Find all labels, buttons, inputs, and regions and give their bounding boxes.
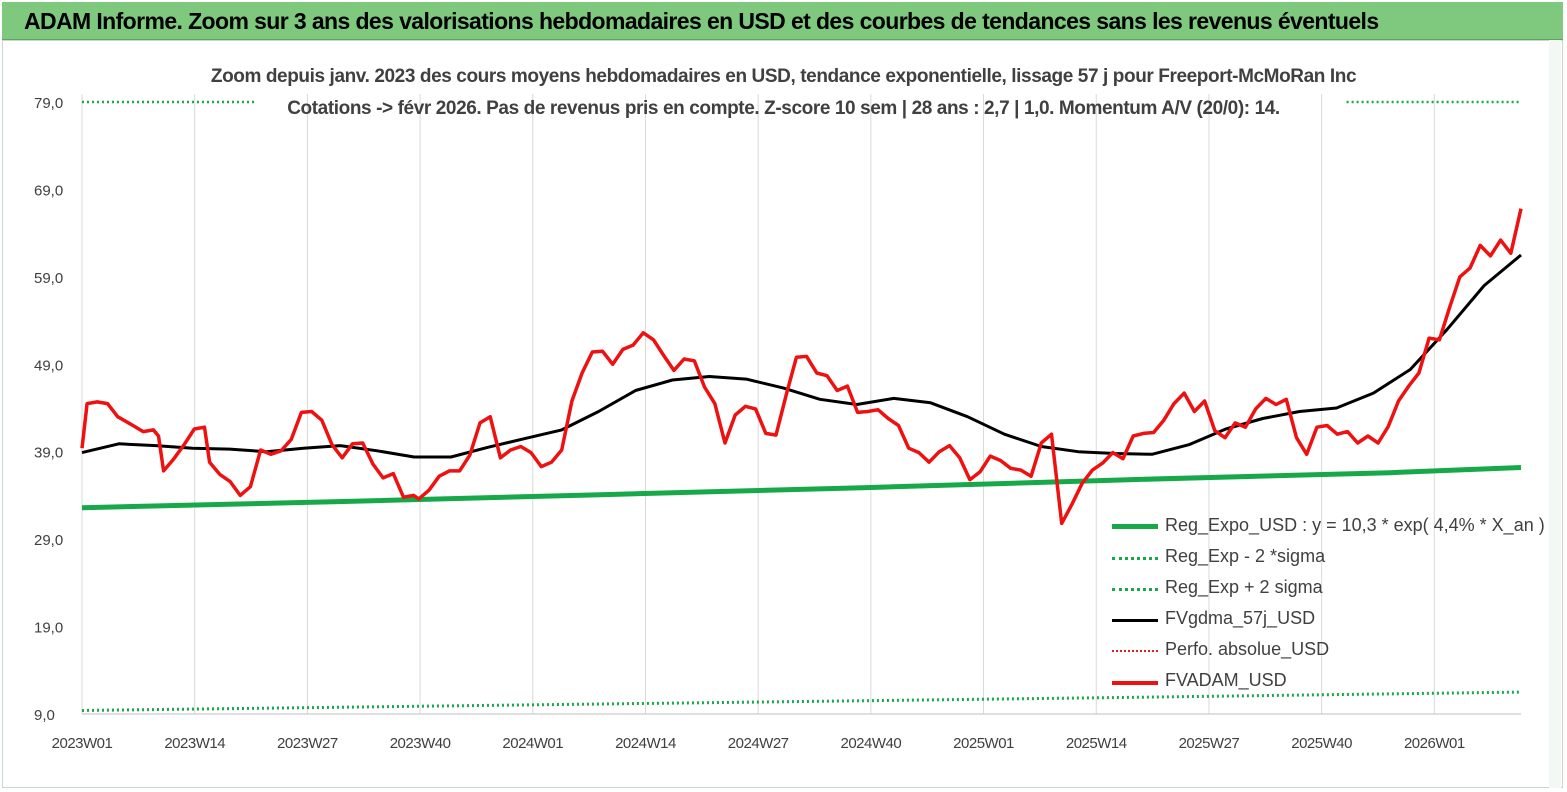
chart-title-line-1: Zoom depuis janv. 2023 des cours moyens … (210, 66, 1357, 87)
y-tick-label: 79,0 (34, 95, 63, 112)
y-tick-label: 59,0 (34, 270, 63, 287)
y-tick-label: 19,0 (34, 620, 63, 637)
legend-label-perfo: Perfo. absolue_USD (1165, 639, 1330, 659)
x-tick-label: 2025W40 (1291, 735, 1352, 752)
chart-title-line-2: Cotations -> févr 2026. Pas de revenus p… (287, 98, 1280, 119)
series-fvadam (80, 208, 1523, 526)
report-banner-title: ADAM Informe. Zoom sur 3 ans des valoris… (24, 8, 1379, 34)
legend-swatch-reg-plus-sigma (1112, 588, 1158, 591)
chart-area-border (2, 40, 1563, 788)
x-tick-label: 2024W01 (502, 735, 563, 752)
x-tick-label: 2024W27 (728, 735, 789, 752)
y-tick-label: 29,0 (34, 532, 63, 549)
x-tick-label: 2024W40 (840, 735, 901, 752)
series-reg-expo (81, 465, 1522, 511)
chart-right-edge (1549, 40, 1561, 788)
legend-label-reg-expo: Reg_Expo_USD : y = 10,3 * exp( 4,4% * X_… (1165, 515, 1545, 535)
x-tick-label: 2025W27 (1179, 735, 1240, 752)
y-tick-label: 9,0 (34, 707, 55, 724)
legend-label-reg-plus-sigma: Reg_Exp + 2 sigma (1165, 577, 1323, 597)
legend-swatch-fvadam (1112, 681, 1158, 685)
x-tick-label: 2024W14 (615, 735, 676, 752)
legend-label-fvadam: FVADAM_USD (1165, 670, 1287, 690)
x-tick-label: 2025W01 (953, 735, 1014, 752)
x-tick-label: 2023W14 (164, 735, 225, 752)
legend-item-reg-minus-sigma: Reg_Exp - 2 *sigma (1112, 543, 1532, 574)
legend-swatch-reg-expo (1112, 524, 1158, 529)
legend-swatch-perfo (1112, 650, 1158, 652)
legend-item-fvgdma: FVgdma_57j_USD (1112, 605, 1532, 636)
x-tick-label: 2023W01 (52, 735, 113, 752)
y-tick-label: 69,0 (34, 182, 63, 199)
series-fvgdma (81, 253, 1522, 459)
legend-swatch-reg-minus-sigma (1112, 557, 1158, 560)
y-tick-label: 39,0 (34, 445, 63, 462)
x-tick-label: 2026W01 (1404, 735, 1465, 752)
report-banner: ADAM Informe. Zoom sur 3 ans des valoris… (2, 2, 1563, 40)
x-tick-label: 2023W40 (390, 735, 451, 752)
legend-item-reg-plus-sigma: Reg_Exp + 2 sigma (1112, 574, 1532, 605)
y-tick-label: 49,0 (34, 357, 63, 374)
chart-legend: Reg_Expo_USD : y = 10,3 * exp( 4,4% * X_… (1112, 512, 1545, 698)
legend-label-reg-minus-sigma: Reg_Exp - 2 *sigma (1165, 546, 1326, 566)
x-tick-label: 2023W27 (277, 735, 338, 752)
legend-swatch-fvgdma (1112, 619, 1158, 622)
legend-item-perfo: Perfo. absolue_USD (1112, 636, 1532, 667)
x-tick-label: 2025W14 (1066, 735, 1127, 752)
legend-item-reg-expo: Reg_Expo_USD : y = 10,3 * exp( 4,4% * X_… (1112, 512, 1545, 543)
legend-item-fvadam: FVADAM_USD (1112, 667, 1532, 698)
legend-label-fvgdma: FVgdma_57j_USD (1165, 608, 1316, 628)
